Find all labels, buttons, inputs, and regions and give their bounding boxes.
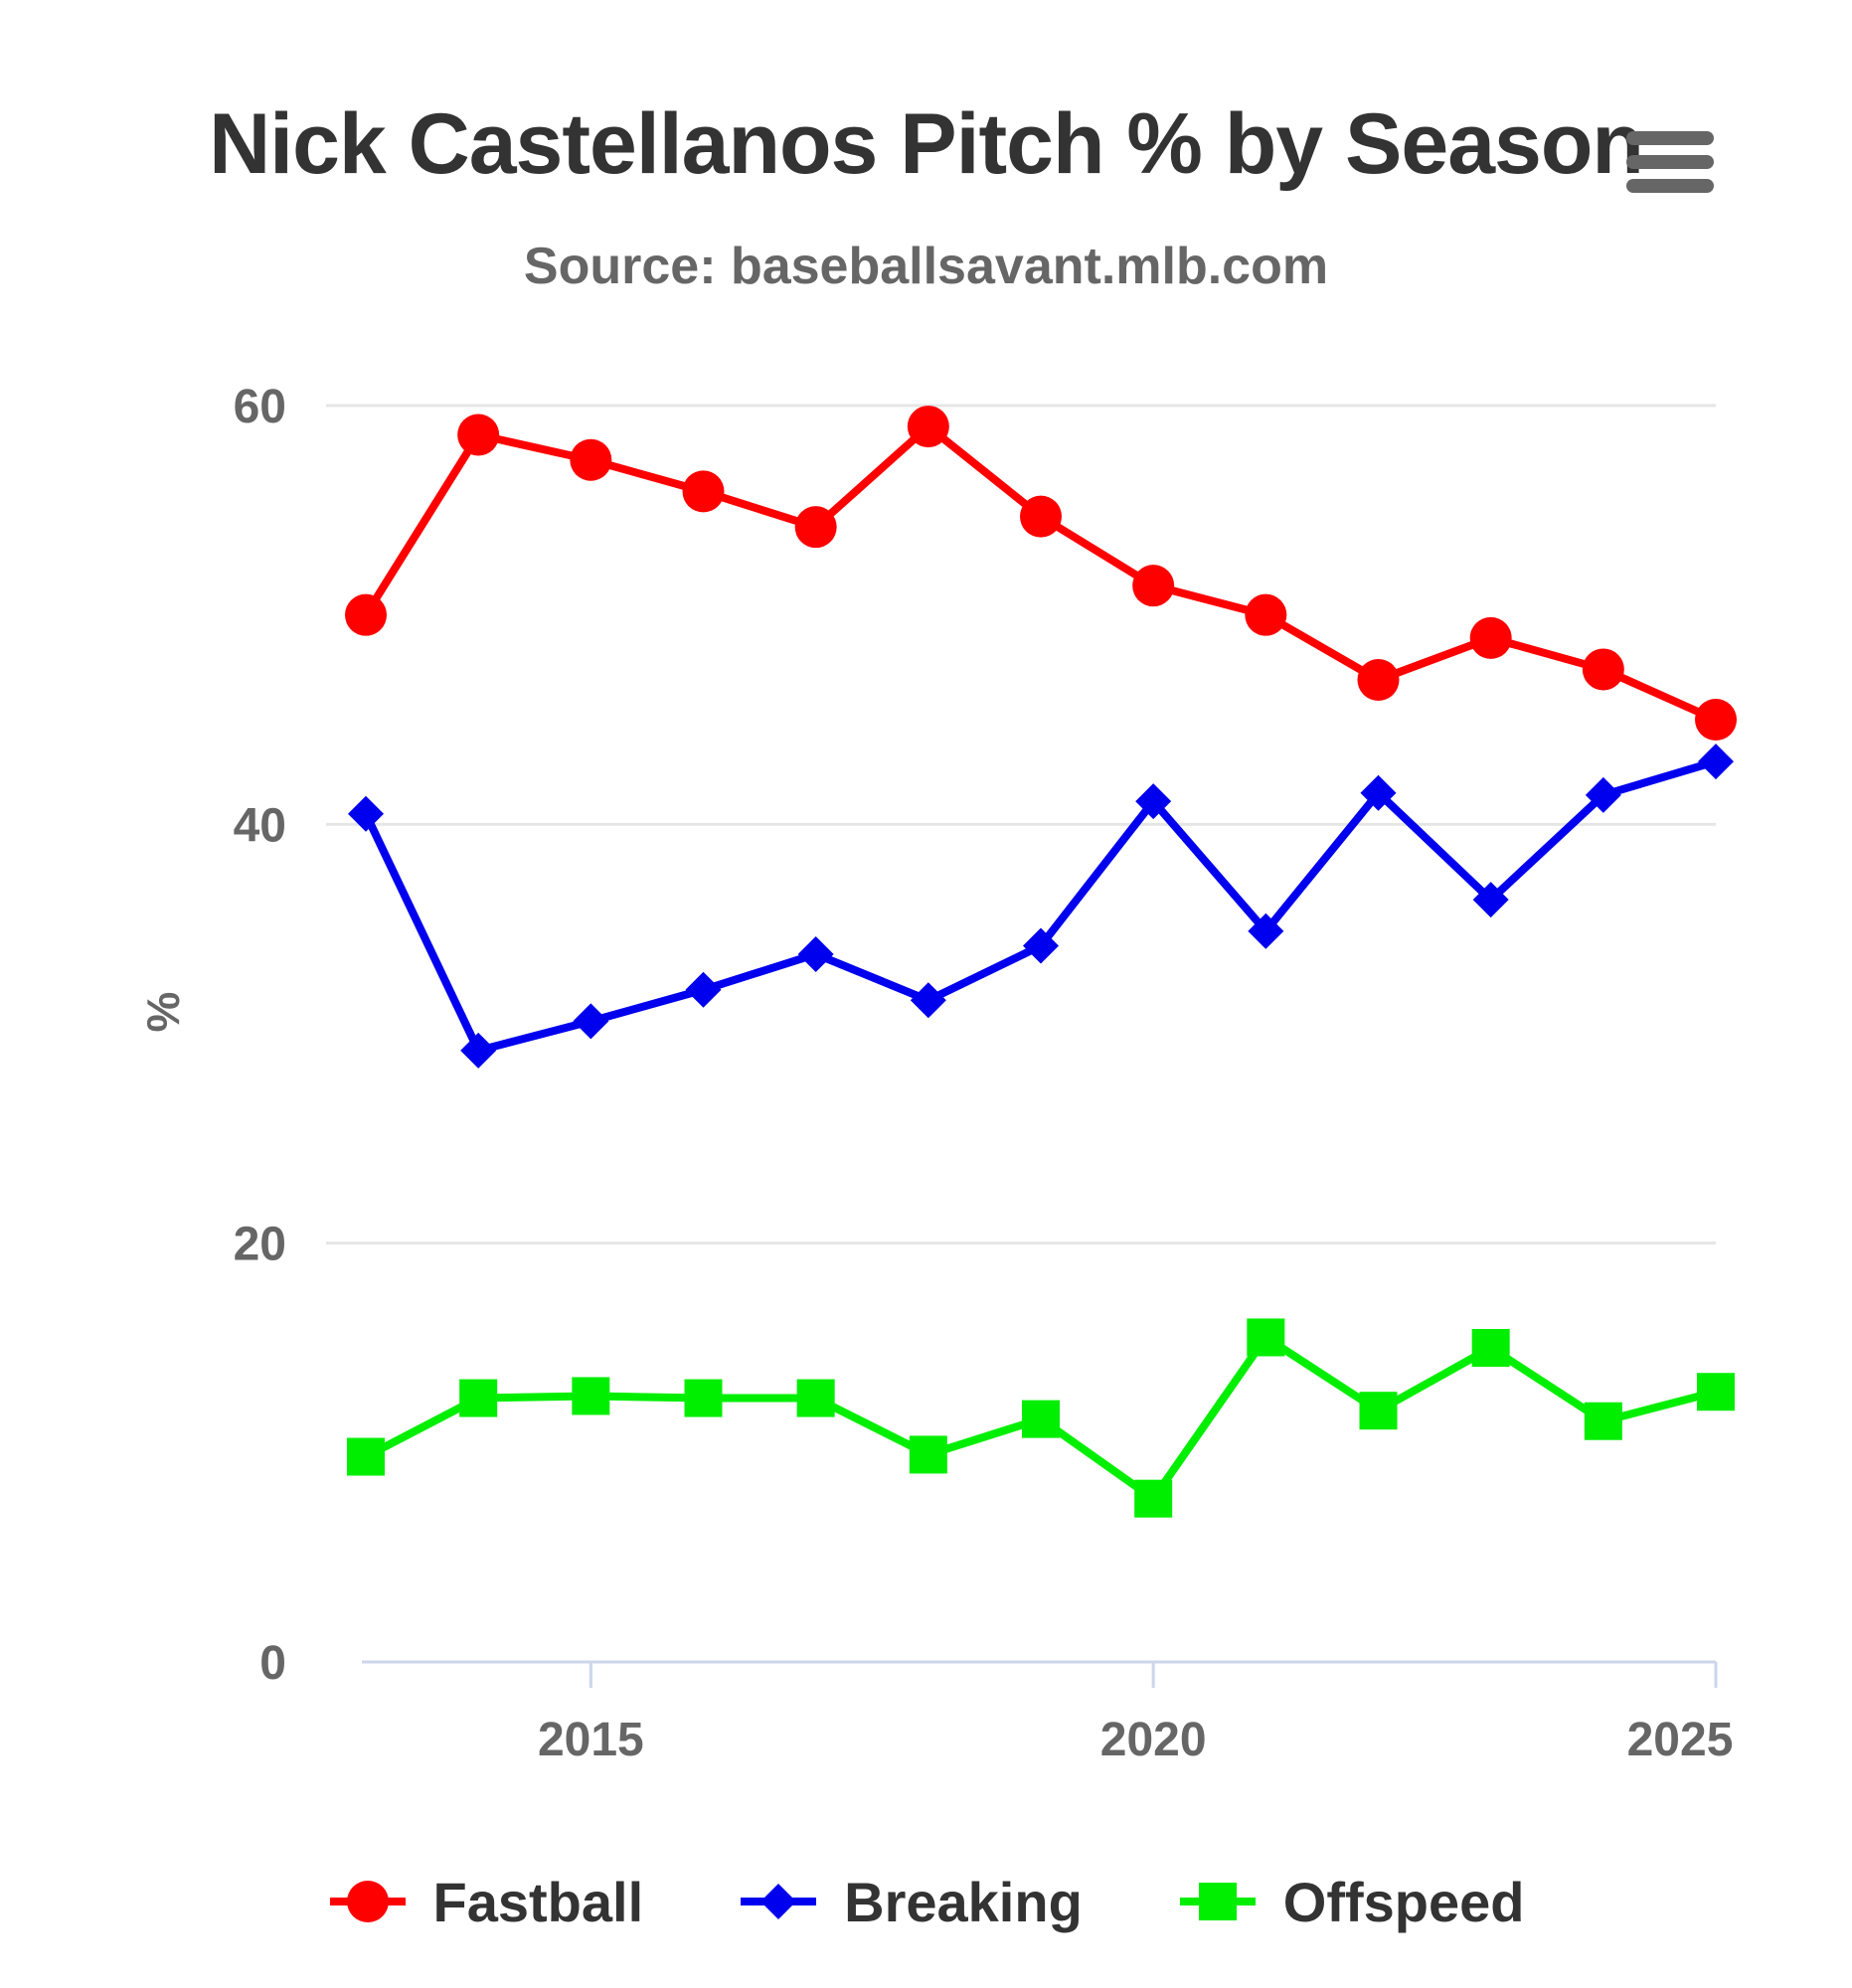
- fastball-point-2020[interactable]: [1132, 565, 1175, 607]
- y-tick-label: 40: [234, 799, 286, 852]
- legend-marker-offspeed: [1198, 1883, 1237, 1920]
- legend-label-fastball: Fastball: [432, 1870, 644, 1933]
- legend-label-offspeed: Offspeed: [1282, 1870, 1525, 1933]
- axes: 0 20 40 60 2015 2020 2025%: [137, 381, 1733, 1766]
- fastball-point-2024[interactable]: [1582, 648, 1624, 691]
- breaking-point-2022[interactable]: [1360, 774, 1397, 811]
- breaking-line: [362, 757, 1720, 1055]
- legend-item-fastball[interactable]: Fastball: [328, 1870, 644, 1934]
- offspeed-point-2023[interactable]: [1471, 1329, 1510, 1367]
- y-tick-label: 0: [259, 1637, 286, 1690]
- legend-symbol-fastball: [329, 1881, 406, 1922]
- fastball-point-2017[interactable]: [794, 506, 837, 549]
- series-breaking: [348, 744, 1734, 1069]
- breaking-point-2025[interactable]: [1698, 744, 1734, 780]
- gridlines: [326, 404, 1716, 1245]
- chart-subtitle: Source: baseballsavant.mlb.com: [523, 238, 1329, 295]
- chart-title: Nick Castellanos Pitch % by Season: [209, 96, 1644, 192]
- fastball-point-2019[interactable]: [1020, 495, 1062, 538]
- fastball-point-2021[interactable]: [1245, 593, 1287, 636]
- y-tick-label: 20: [234, 1219, 286, 1271]
- breaking-point-2023[interactable]: [1472, 882, 1509, 918]
- offspeed-point-2022[interactable]: [1359, 1392, 1398, 1430]
- breaking-point-2020[interactable]: [1135, 783, 1172, 820]
- fastball-point-2013[interactable]: [345, 593, 387, 636]
- offspeed-point-2019[interactable]: [1022, 1400, 1060, 1438]
- offspeed-point-2016[interactable]: [684, 1379, 723, 1417]
- x-tick-label: 2025: [1627, 1714, 1734, 1766]
- offspeed-point-2015[interactable]: [572, 1377, 610, 1415]
- fastball-point-2016[interactable]: [682, 470, 725, 513]
- breaking-point-2013[interactable]: [348, 795, 384, 832]
- series: [345, 406, 1737, 1518]
- y-axis-title: %: [137, 992, 189, 1033]
- offspeed-point-2020[interactable]: [1134, 1479, 1173, 1518]
- legend-label-breaking: Breaking: [844, 1870, 1083, 1933]
- series-fastball: [345, 406, 1737, 741]
- legend-symbol-offspeed: [1179, 1883, 1256, 1920]
- breaking-point-2021[interactable]: [1248, 912, 1284, 949]
- offspeed-point-2025[interactable]: [1697, 1373, 1735, 1411]
- fastball-line: [362, 422, 1720, 724]
- breaking-point-2024[interactable]: [1585, 776, 1621, 813]
- breaking-point-2015[interactable]: [573, 1003, 609, 1040]
- offspeed-point-2017[interactable]: [796, 1379, 835, 1417]
- legend-item-breaking[interactable]: Breaking: [739, 1870, 1083, 1934]
- fastball-point-2014[interactable]: [457, 414, 500, 456]
- breaking-point-2018[interactable]: [910, 982, 946, 1019]
- x-tick-label: 2020: [1100, 1714, 1207, 1766]
- offspeed-point-2014[interactable]: [459, 1379, 498, 1417]
- breaking-point-2014[interactable]: [460, 1032, 497, 1069]
- fastball-point-2018[interactable]: [907, 406, 949, 448]
- fastball-point-2023[interactable]: [1469, 616, 1512, 659]
- hamburger-menu-icon[interactable]: [1626, 131, 1714, 203]
- breaking-point-2017[interactable]: [797, 935, 834, 972]
- legend-marker-fastball: [346, 1881, 389, 1922]
- fastball-point-2025[interactable]: [1695, 699, 1737, 741]
- x-tick-label: 2015: [538, 1714, 644, 1766]
- legend-item-offspeed[interactable]: Offspeed: [1178, 1870, 1525, 1934]
- legend-symbol-breaking: [741, 1884, 817, 1919]
- series-offspeed: [347, 1318, 1735, 1518]
- fastball-point-2015[interactable]: [570, 438, 612, 481]
- breaking-point-2016[interactable]: [685, 971, 722, 1008]
- offspeed-point-2021[interactable]: [1247, 1318, 1285, 1357]
- fastball-point-2022[interactable]: [1357, 658, 1400, 701]
- breaking-point-2019[interactable]: [1023, 927, 1059, 964]
- offspeed-point-2024[interactable]: [1584, 1402, 1622, 1440]
- legend: Fastball Breaking Offspeed: [0, 1857, 1852, 1946]
- offspeed-point-2013[interactable]: [347, 1437, 385, 1476]
- legend-marker-breaking: [760, 1884, 797, 1919]
- offspeed-point-2018[interactable]: [909, 1435, 947, 1474]
- y-tick-label: 60: [234, 381, 286, 433]
